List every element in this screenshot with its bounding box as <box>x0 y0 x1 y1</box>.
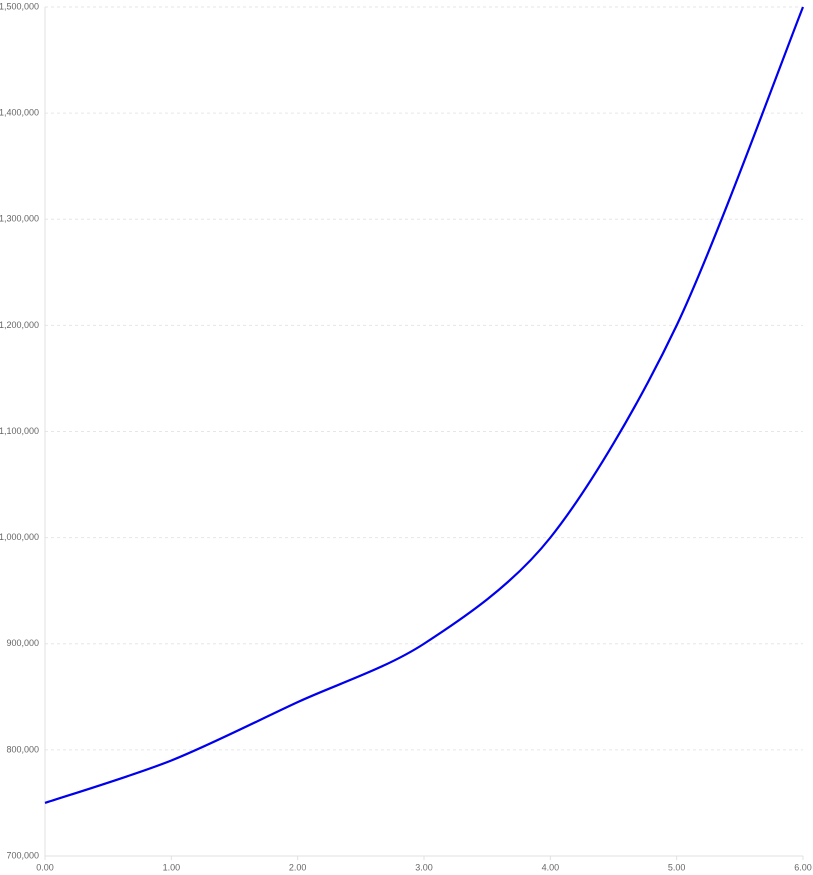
x-tick-label: 2.00 <box>289 862 307 872</box>
x-tick-label: 0.00 <box>36 862 54 872</box>
y-tick-label: 1,000,000 <box>0 532 39 542</box>
y-tick-label: 1,200,000 <box>0 320 39 330</box>
line <box>44 6 805 804</box>
x-tick-label: 5.00 <box>668 862 686 872</box>
y-tick-label: 1,400,000 <box>0 108 39 118</box>
y-tick-label: 900,000 <box>6 638 39 648</box>
y-tick-label: 700,000 <box>6 850 39 860</box>
x-tick-label: 4.00 <box>542 862 560 872</box>
x-tick-label: 6.00 <box>794 862 812 872</box>
y-tick-label: 1,500,000 <box>0 1 39 11</box>
x-tick-label: 1.00 <box>163 862 181 872</box>
y-tick-label: 1,100,000 <box>0 426 39 436</box>
y-tick-label: 800,000 <box>6 744 39 754</box>
x-tick-label: 3.00 <box>415 862 433 872</box>
y-tick-label: 1,300,000 <box>0 214 39 224</box>
